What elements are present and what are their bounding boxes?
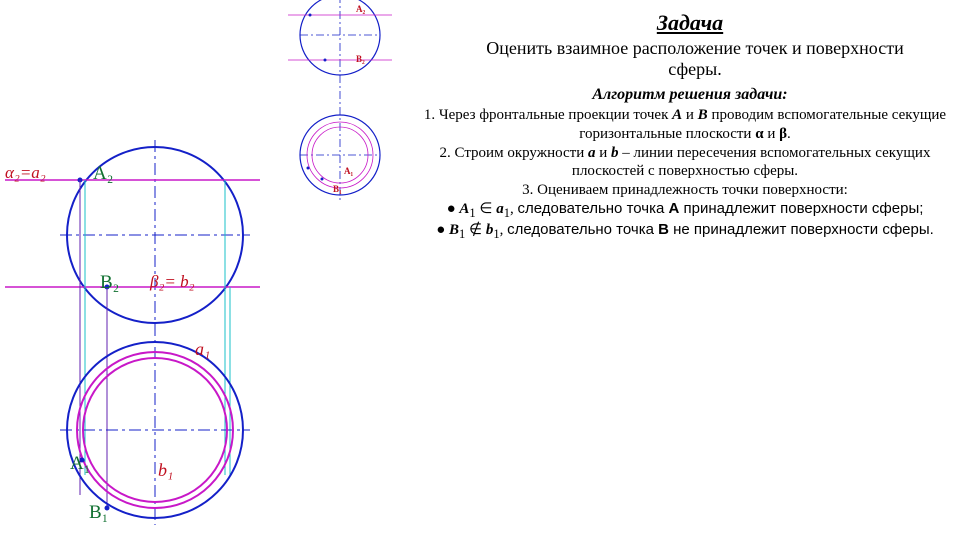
algo-title: Алгоритм решения задачи: (500, 86, 880, 104)
algorithm-steps: 1. Через фронтальные проекции точек A и … (420, 106, 950, 243)
title: Задача (560, 10, 820, 36)
label-a1: a₁ (195, 339, 210, 360)
small-label-A1: A₁ (344, 166, 353, 176)
label-b1: b₁ (158, 460, 173, 481)
subtitle: Оценить взаимное расположение точек и по… (470, 38, 920, 80)
step1: 1. Через фронтальные проекции точек A и … (420, 106, 950, 144)
label-alpha2a2: α₂=a₂ (5, 163, 46, 183)
step3: 3. Оцениваем принадлежность точки поверх… (420, 181, 950, 200)
label-A2: A₂ (93, 163, 113, 185)
small-label-B1: B₁ (333, 184, 342, 194)
small-label-B2: B₂ (356, 54, 365, 64)
small-label-A2: A₂ (356, 4, 365, 14)
step2: 2. Строим окружности a и b – линии перес… (420, 144, 950, 182)
label-A1: A₁ (70, 453, 90, 475)
label-B1: B₁ (89, 502, 108, 524)
frontal-projection (5, 140, 260, 525)
label-beta2b2: β₂= b₂ (150, 272, 195, 292)
conclusion2: ● B1 ∉ b1, следовательно точка B не прин… (420, 221, 950, 243)
conclusion1: ● A1 ∈ a1, следовательно точка A принадл… (420, 200, 950, 222)
small-diagram (288, 0, 392, 200)
label-B2: B₂ (100, 272, 119, 294)
